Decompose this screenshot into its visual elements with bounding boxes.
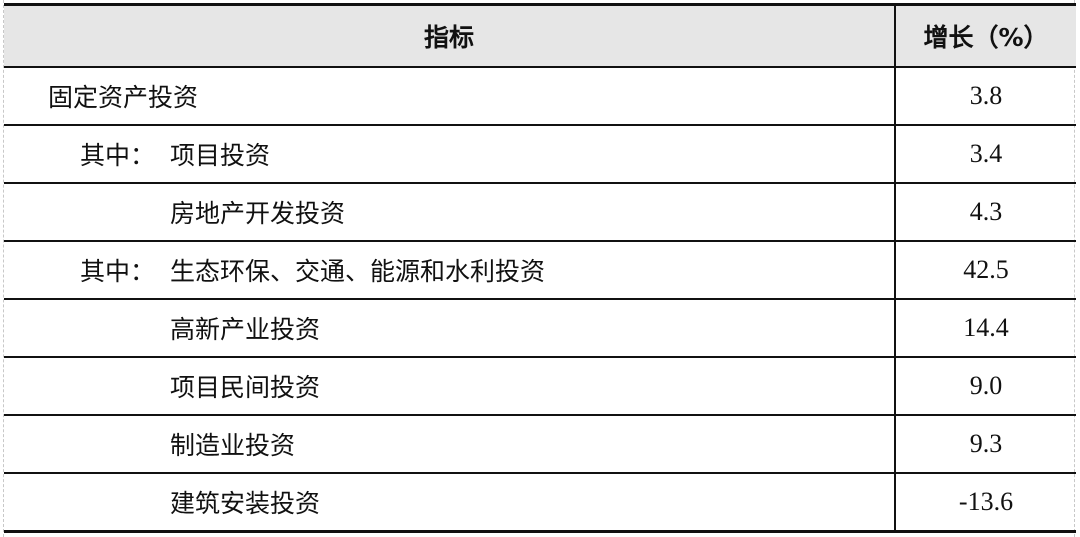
indicator-cell: 其中： 项目投资 <box>4 124 896 184</box>
growth-value: 3.8 <box>895 66 1076 126</box>
growth-value: 9.0 <box>895 356 1076 416</box>
table-row: 制造业投资 9.3 <box>4 414 1076 474</box>
table-row: 建筑安装投资 -13.6 <box>4 472 1076 533</box>
row-label: 生态环保、交通、能源和水利投资 <box>170 257 546 286</box>
indicator-cell: 其中： 生态环保、交通、能源和水利投资 <box>4 240 896 300</box>
growth-value: -13.6 <box>895 472 1076 533</box>
growth-value: 42.5 <box>895 240 1076 300</box>
row-label: 房地产开发投资 <box>170 199 346 228</box>
row-label: 建筑安装投资 <box>170 489 321 518</box>
growth-value: 14.4 <box>895 298 1076 358</box>
row-prefix: 其中： <box>80 257 156 286</box>
investment-growth-table: 指标 增长（%） 固定资产投资 3.8 其中： 项目投资 3.4 房地产开发投资 4.3 其中… <box>4 3 1076 533</box>
indicator-cell: 固定资产投资 <box>4 66 896 126</box>
table-row: 房地产开发投资 4.3 <box>4 182 1076 242</box>
table-row: 高新产业投资 14.4 <box>4 298 1076 358</box>
growth-value: 3.4 <box>895 124 1076 184</box>
table-row: 项目民间投资 9.0 <box>4 356 1076 416</box>
header-growth: 增长（%） <box>895 3 1076 68</box>
table-row: 其中： 生态环保、交通、能源和水利投资 42.5 <box>4 240 1076 300</box>
indicator-cell: 建筑安装投资 <box>4 472 896 533</box>
row-label: 高新产业投资 <box>170 315 321 344</box>
table-header-row: 指标 增长（%） <box>4 3 1076 68</box>
table-row: 其中： 项目投资 3.4 <box>4 124 1076 184</box>
header-indicator: 指标 <box>4 3 896 68</box>
indicator-cell: 高新产业投资 <box>4 298 896 358</box>
row-label: 固定资产投资 <box>48 83 199 112</box>
growth-value: 9.3 <box>895 414 1076 474</box>
row-label: 制造业投资 <box>170 431 296 460</box>
row-label: 项目投资 <box>170 141 271 170</box>
row-prefix: 其中： <box>80 141 156 170</box>
growth-value: 4.3 <box>895 182 1076 242</box>
indicator-cell: 制造业投资 <box>4 414 896 474</box>
table-row: 固定资产投资 3.8 <box>4 66 1076 126</box>
row-label: 项目民间投资 <box>170 373 321 402</box>
indicator-cell: 项目民间投资 <box>4 356 896 416</box>
indicator-cell: 房地产开发投资 <box>4 182 896 242</box>
